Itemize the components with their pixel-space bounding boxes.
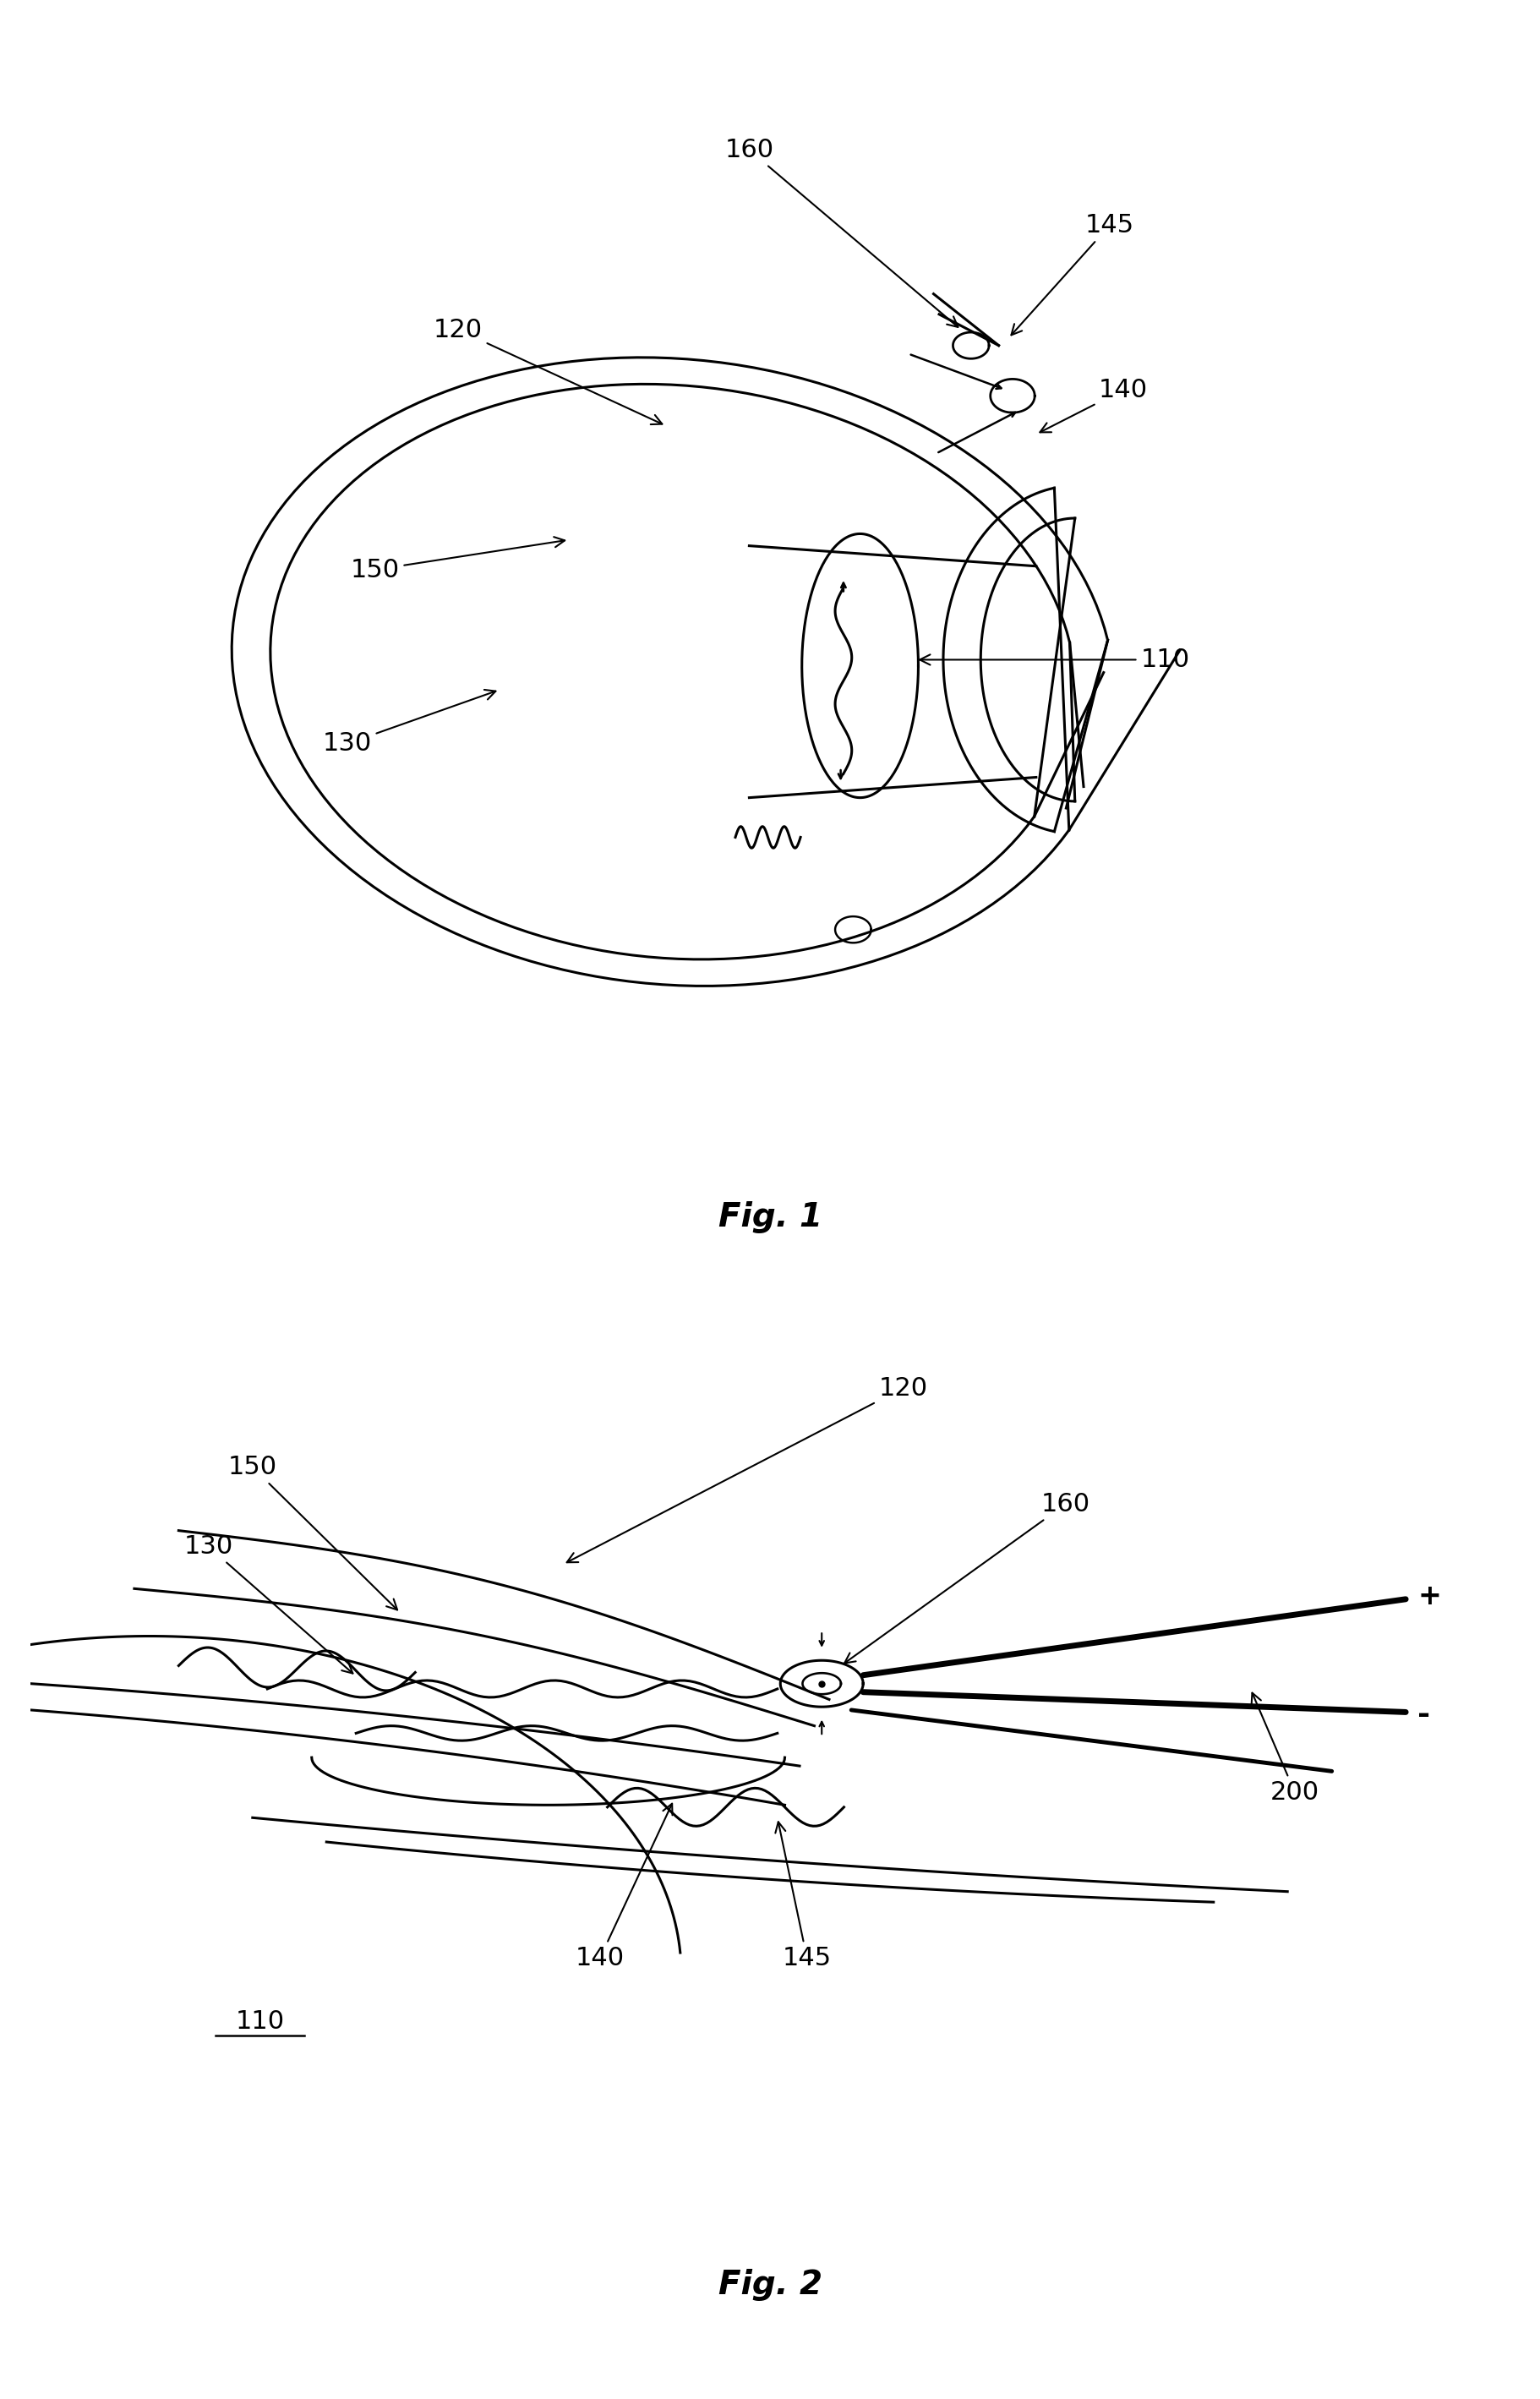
Text: 140: 140 — [1040, 377, 1147, 432]
Text: 200: 200 — [1252, 1694, 1320, 1804]
Text: Fig. 2: Fig. 2 — [718, 2269, 822, 2301]
Text: 130: 130 — [183, 1533, 353, 1675]
Text: 110: 110 — [236, 2008, 285, 2034]
Text: 150: 150 — [351, 537, 565, 583]
Text: +: + — [1417, 1581, 1441, 1610]
Text: 160: 160 — [725, 137, 958, 326]
Text: 140: 140 — [576, 1804, 673, 1970]
Text: 110: 110 — [919, 648, 1189, 672]
Text: Fig. 1: Fig. 1 — [718, 1202, 822, 1233]
Text: 145: 145 — [775, 1821, 832, 1970]
Text: 150: 150 — [228, 1454, 397, 1610]
Text: 160: 160 — [844, 1492, 1090, 1663]
Text: -: - — [1417, 1701, 1431, 1730]
Text: 120: 120 — [567, 1375, 927, 1562]
Text: 120: 120 — [434, 317, 662, 425]
Text: 145: 145 — [1012, 214, 1133, 336]
Text: 130: 130 — [323, 691, 496, 756]
